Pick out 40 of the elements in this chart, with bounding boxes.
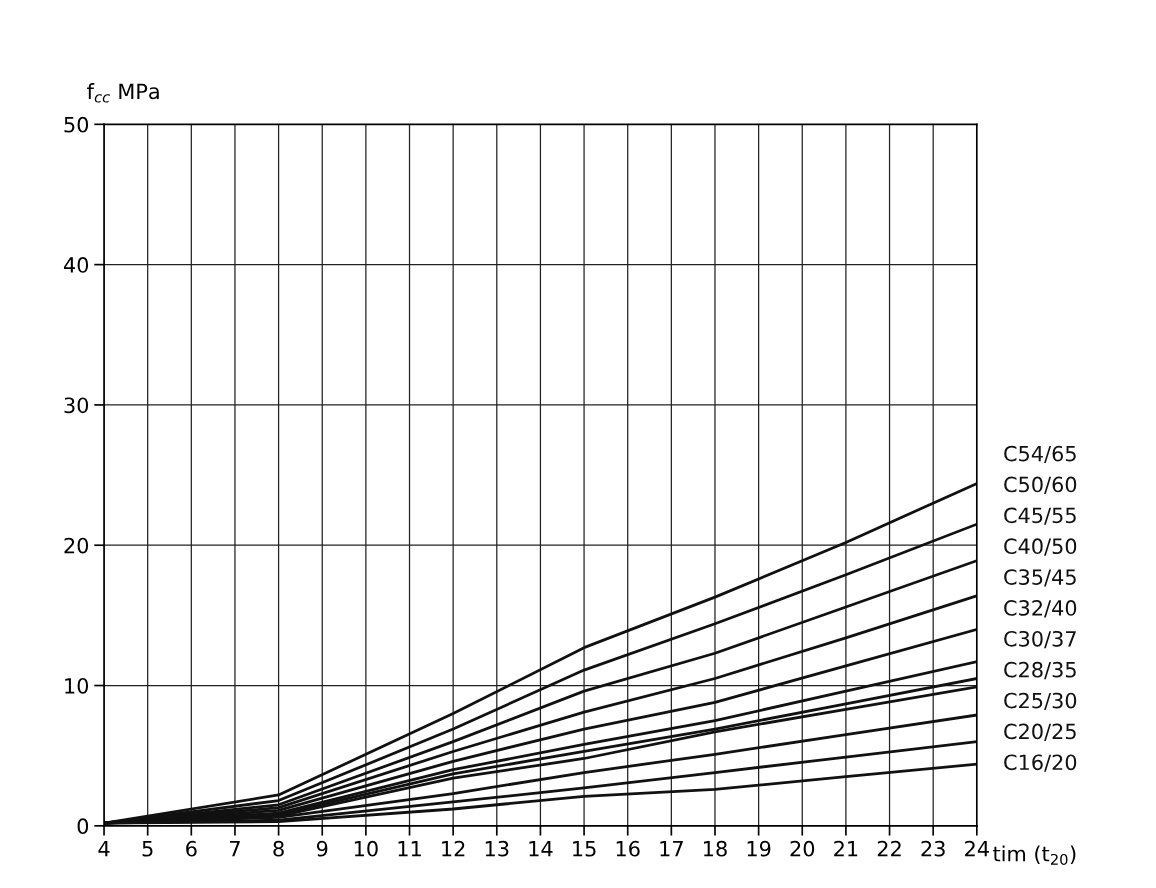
x-axis-title: tim (t$_{20}$) bbox=[993, 845, 1076, 865]
series-label: C28/35 bbox=[1004, 661, 1076, 680]
x-tick-label: 16 bbox=[616, 840, 640, 857]
y-tick-label: 0 bbox=[77, 818, 89, 835]
y-axis-title: f$_{cc}$ MPa bbox=[87, 83, 159, 103]
y-tick-label: 30 bbox=[64, 397, 89, 414]
x-tick-label: 5 bbox=[142, 841, 153, 857]
x-tick-label: 13 bbox=[485, 840, 509, 857]
x-tick-label: 11 bbox=[398, 841, 421, 857]
x-tick-label: 17 bbox=[660, 841, 683, 857]
x-tick-label: 10 bbox=[354, 840, 378, 857]
y-tick-label: 10 bbox=[65, 677, 89, 694]
y-tick-label: 50 bbox=[64, 116, 89, 133]
x-tick-label: 4 bbox=[98, 841, 110, 857]
x-tick-label: 23 bbox=[921, 840, 945, 857]
x-tick-label: 19 bbox=[747, 840, 771, 857]
x-tick-label: 18 bbox=[704, 840, 727, 857]
text: C35/45 bbox=[1004, 569, 1076, 587]
x-tick-label: 15 bbox=[573, 841, 596, 857]
x-tick-label: 8 bbox=[273, 840, 284, 857]
x-tick-label: 12 bbox=[442, 840, 465, 857]
series-label: C20/25 bbox=[1004, 723, 1076, 741]
text: C40/50 bbox=[1004, 538, 1077, 556]
x-tick-label: 24 bbox=[965, 840, 989, 857]
x-tick-label: 7 bbox=[230, 841, 240, 857]
x-tick-label: 20 bbox=[790, 840, 815, 857]
y-tick-label: 20 bbox=[64, 537, 89, 554]
y-tick-label: 40 bbox=[63, 257, 89, 273]
text: C45/55 bbox=[1004, 507, 1076, 525]
series-label: C50/60 bbox=[1004, 476, 1077, 494]
x-tick-label: 14 bbox=[529, 841, 553, 857]
series-label: C30/37 bbox=[1004, 630, 1076, 649]
x-tick-label: 21 bbox=[834, 840, 858, 857]
x-tick-label: 22 bbox=[877, 840, 901, 857]
series-label: C54/65 bbox=[1004, 445, 1076, 464]
x-tick-label: 9 bbox=[316, 840, 328, 857]
series-label: C25/30 bbox=[1004, 692, 1077, 711]
x-tick-label: 6 bbox=[186, 840, 197, 857]
text: C32/40 bbox=[1004, 600, 1077, 618]
series-label: C16/20 bbox=[1004, 754, 1077, 772]
